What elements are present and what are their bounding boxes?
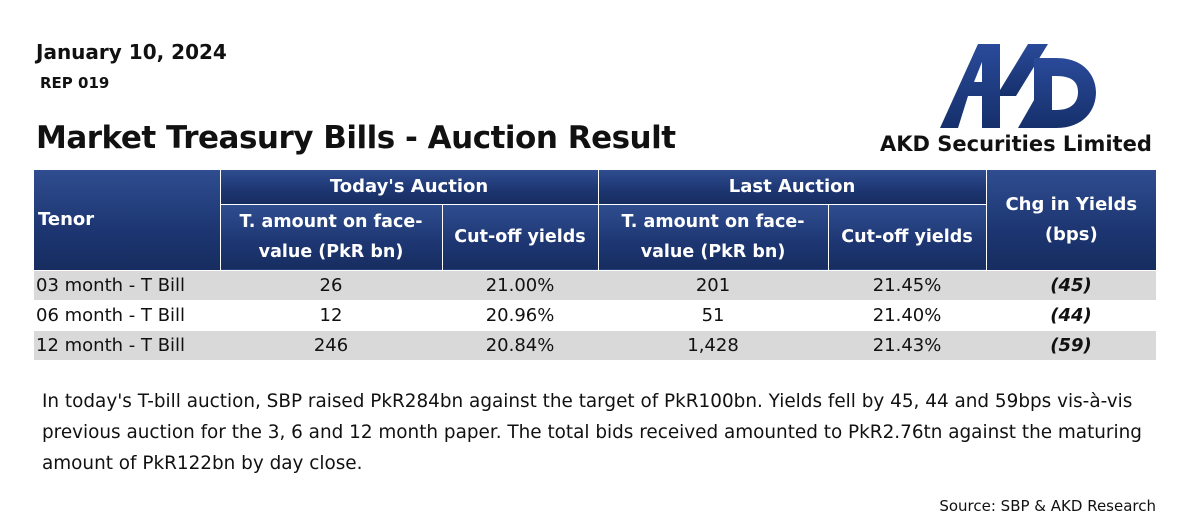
auction-summary: In today's T-bill auction, SBP raised Pk… [42,391,1142,474]
company-name: AKD Securities Limited [880,132,1152,156]
page-title: Market Treasury Bills - Auction Result [36,120,676,156]
today-amount-cell: 26 [220,270,442,301]
tenor-cell: 06 month - T Bill [34,300,220,331]
last-yield-cell: 21.40% [828,300,987,331]
today-yield-cell: 21.00% [442,270,599,301]
last-amount-cell: 1,428 [598,330,829,361]
last-amount-cell: 51 [598,300,829,331]
table-row: 12 month - T Bill 246 20.84% 1,428 21.43… [34,330,1157,361]
last-amount-header: T. amount on face-value (PkR bn) [597,204,829,271]
auction-table: Tenor Today's Auction Last Auction Chg i… [34,170,1157,361]
chg-in-yields-header: Chg in Yields (bps) [985,170,1157,271]
today-amount-cell: 246 [220,330,442,361]
today-amount-cell: 12 [220,300,442,331]
chg-cell: (44) [986,300,1157,331]
last-amount-cell: 201 [598,270,829,301]
source-note: Source: SBP & AKD Research [939,497,1156,515]
last-yield-header: Cut-off yields [827,204,987,271]
akd-logo [940,44,1096,128]
report-id: REP 019 [40,74,110,92]
report-date: January 10, 2024 [36,40,227,64]
today-amount-header: T. amount on face-value (PkR bn) [219,204,442,271]
last-yield-cell: 21.43% [828,330,987,361]
chg-cell: (45) [986,270,1157,301]
today-yield-header: Cut-off yields [441,204,599,271]
today-yield-cell: 20.96% [442,300,599,331]
tenor-cell: 12 month - T Bill [34,330,220,361]
tenor-header: Tenor [34,170,220,271]
last-auction-header: Last Auction [597,170,987,205]
todays-auction-header: Today's Auction [219,170,599,205]
last-yield-cell: 21.45% [828,270,987,301]
chg-cell: (59) [986,330,1157,361]
today-yield-cell: 20.84% [442,330,599,361]
table-row: 03 month - T Bill 26 21.00% 201 21.45% (… [34,270,1157,301]
tenor-cell: 03 month - T Bill [34,270,220,301]
table-row: 06 month - T Bill 12 20.96% 51 21.40% (4… [34,300,1157,331]
